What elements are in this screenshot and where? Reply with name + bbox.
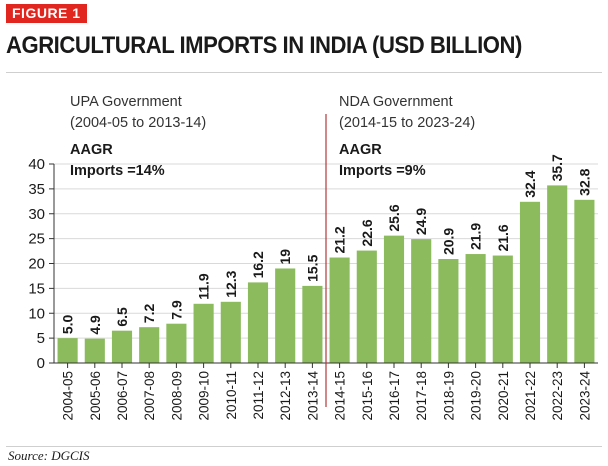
bars bbox=[57, 185, 595, 363]
bar bbox=[275, 268, 296, 363]
nda-aagr: AAGR Imports =9% bbox=[339, 140, 426, 182]
footer-divider bbox=[6, 446, 602, 447]
bar bbox=[111, 330, 133, 363]
x-tick-label: 2012-13 bbox=[278, 371, 293, 421]
value-label: 16.2 bbox=[250, 251, 266, 278]
bar bbox=[356, 250, 377, 363]
x-tick-label: 2011-12 bbox=[251, 371, 266, 420]
upa-aagr: AAGR Imports =14% bbox=[70, 140, 165, 182]
x-tick-label: 2010-11 bbox=[224, 371, 239, 420]
value-label: 24.9 bbox=[413, 208, 429, 235]
source-note: Source: DGCIS bbox=[8, 448, 90, 463]
value-label: 35.7 bbox=[549, 154, 565, 181]
value-label: 7.9 bbox=[168, 300, 184, 320]
bar bbox=[302, 285, 323, 363]
y-axis: 0 5 10 15 20 25 30 35 40 bbox=[28, 156, 55, 372]
y-tick-label: 20 bbox=[28, 256, 45, 273]
value-label: 21.6 bbox=[495, 224, 511, 251]
value-label: 21.9 bbox=[468, 223, 484, 250]
bar bbox=[438, 259, 459, 363]
bar bbox=[411, 239, 432, 363]
upa-aagr-label: AAGR bbox=[70, 142, 113, 158]
bar bbox=[329, 257, 350, 363]
x-tick-label: 2014-15 bbox=[333, 371, 348, 421]
bar bbox=[519, 201, 541, 363]
y-tick-label: 5 bbox=[37, 330, 45, 347]
x-tick-label: 2006-07 bbox=[115, 371, 130, 421]
y-tick-label: 25 bbox=[28, 231, 45, 248]
x-tick-label: 2023-24 bbox=[577, 371, 592, 421]
y-tick-label: 15 bbox=[28, 280, 45, 297]
bar bbox=[247, 282, 269, 363]
x-tick-label: 2021-22 bbox=[523, 371, 538, 421]
nda-title: NDA Government bbox=[339, 94, 453, 110]
value-label: 25.6 bbox=[386, 204, 402, 231]
value-label: 7.2 bbox=[141, 304, 157, 324]
bar bbox=[492, 255, 513, 363]
figure-label: FIGURE 1 bbox=[6, 4, 87, 23]
value-label: 20.9 bbox=[440, 228, 456, 255]
bar bbox=[547, 185, 568, 363]
x-tick-label: 2017-18 bbox=[414, 371, 429, 421]
bar bbox=[465, 254, 486, 363]
y-tick-label: 40 bbox=[28, 156, 45, 173]
x-axis: 2004-05 2005-06 2006-07 2007-08 2008-09 2009-… bbox=[54, 114, 598, 421]
nda-annotation: NDA Government (2014-15 to 2023-24) bbox=[339, 92, 475, 134]
x-tick-label: 2020-21 bbox=[496, 371, 511, 421]
x-tick-label: 2013-14 bbox=[305, 371, 320, 421]
x-tick-label: 2009-10 bbox=[197, 371, 212, 421]
value-labels: 5.0 4.9 6.5 7.2 7.9 11.9 12.3 16.2 19 15.5 21.2 22.… bbox=[60, 154, 593, 335]
value-label: 15.5 bbox=[304, 254, 320, 281]
bar bbox=[139, 327, 160, 363]
nda-aagr-value: Imports =9% bbox=[339, 163, 426, 179]
upa-period: (2004-05 to 2013-14) bbox=[70, 115, 207, 131]
value-label: 6.5 bbox=[114, 307, 130, 327]
value-label: 12.3 bbox=[223, 270, 239, 297]
value-label: 11.9 bbox=[196, 273, 212, 300]
value-label: 21.2 bbox=[332, 226, 348, 253]
bar bbox=[166, 323, 187, 363]
y-tick-label: 35 bbox=[28, 181, 45, 198]
upa-annotation: UPA Government (2004-05 to 2013-14) bbox=[70, 92, 206, 134]
x-tick-label: 2007-08 bbox=[142, 371, 157, 421]
x-tick-label: 2015-16 bbox=[360, 371, 375, 421]
x-tick-label: 2016-17 bbox=[387, 371, 402, 421]
x-tick-label: 2018-19 bbox=[441, 371, 456, 421]
y-tick-label: 10 bbox=[28, 305, 45, 322]
value-label: 32.8 bbox=[576, 168, 592, 195]
y-tick-label: 0 bbox=[37, 355, 45, 372]
x-tick-label: 2008-09 bbox=[169, 371, 184, 421]
bar bbox=[84, 338, 105, 363]
bar bbox=[574, 199, 595, 363]
title-divider bbox=[6, 72, 602, 73]
nda-aagr-label: AAGR bbox=[339, 142, 382, 158]
bar bbox=[383, 235, 405, 363]
value-label: 19 bbox=[277, 249, 293, 265]
value-label: 4.9 bbox=[87, 315, 103, 335]
x-tick-label: 2019-20 bbox=[469, 371, 484, 421]
value-label: 22.6 bbox=[359, 219, 375, 246]
upa-aagr-value: Imports =14% bbox=[70, 163, 165, 179]
value-label: 5.0 bbox=[60, 314, 76, 334]
x-tick-label: 2022-23 bbox=[550, 371, 565, 421]
bar bbox=[57, 338, 78, 363]
y-tick-label: 30 bbox=[28, 206, 45, 223]
x-tick-label: 2004-05 bbox=[61, 371, 76, 421]
bar bbox=[193, 303, 214, 363]
x-tick-label: 2005-06 bbox=[88, 371, 103, 421]
nda-period: (2014-15 to 2023-24) bbox=[339, 115, 476, 131]
chart-title: AGRICULTURAL IMPORTS IN INDIA (USD BILLI… bbox=[6, 32, 522, 59]
value-label: 32.4 bbox=[522, 170, 538, 197]
bar bbox=[220, 301, 241, 363]
upa-title: UPA Government bbox=[70, 94, 182, 110]
